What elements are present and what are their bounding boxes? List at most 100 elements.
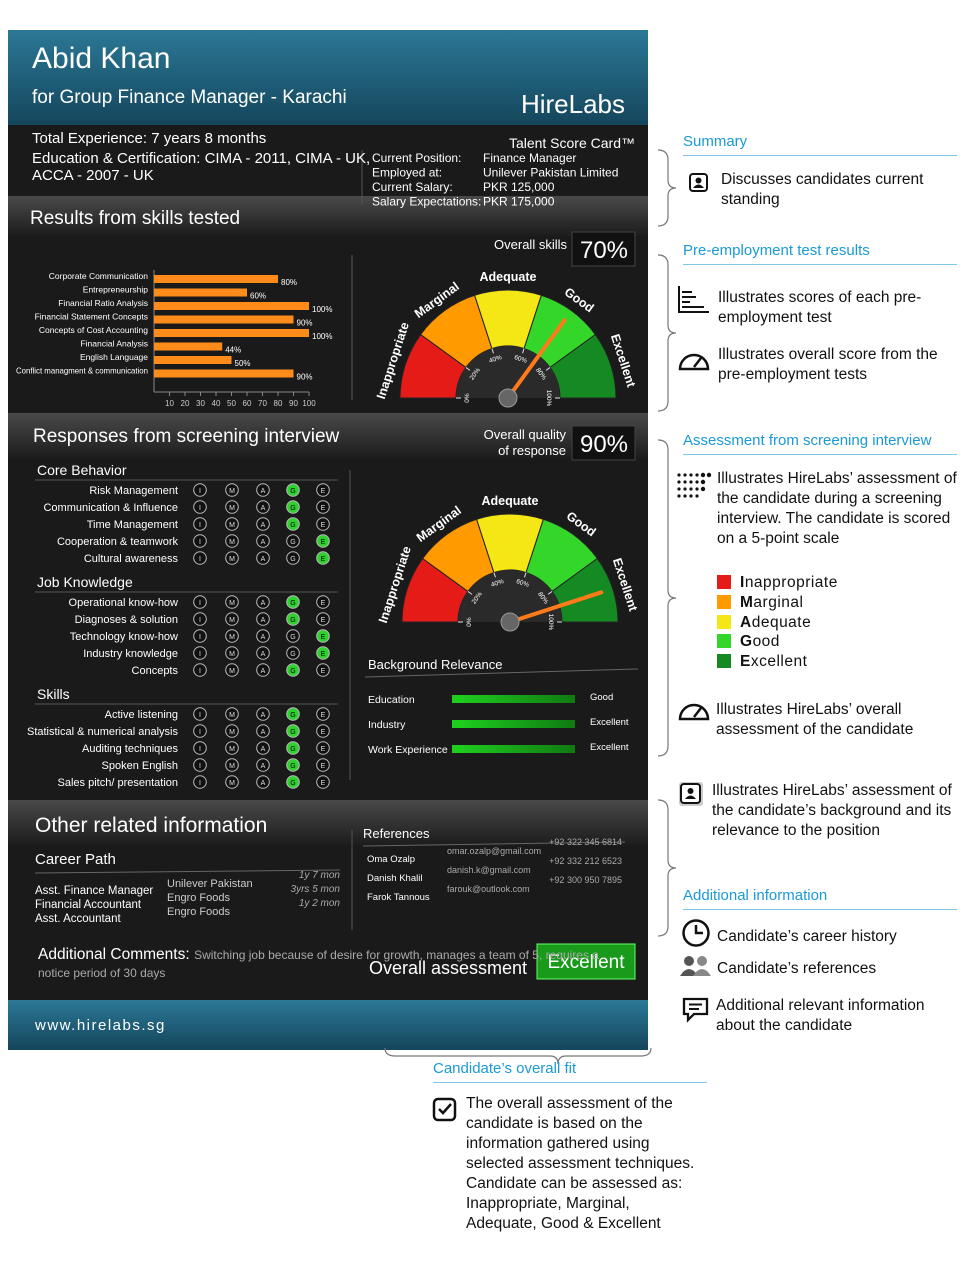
rating-option — [193, 500, 207, 514]
field-value: Unilever Pakistan Limited — [483, 166, 618, 180]
rating-letter: A — [261, 600, 266, 607]
annotation-text: Candidate’s career history — [717, 928, 897, 945]
rating-option — [225, 741, 239, 755]
reference-email: omar.ozalp@gmail.com — [447, 846, 541, 856]
category-label: Financial Analysis — [80, 339, 148, 349]
relevance-bar — [452, 745, 575, 753]
rating-letter: A — [261, 651, 266, 658]
legend-item: Excellent — [717, 653, 807, 671]
gauge-hub — [498, 388, 518, 408]
criterion-label: Time Management — [87, 519, 178, 531]
criterion-label: Sales pitch/ presentation — [58, 777, 178, 789]
x-tick-label: 10 — [165, 399, 174, 408]
section-title: Results from skills tested — [30, 208, 240, 229]
reference-phone: +92 300 950 7895 — [549, 875, 622, 885]
rating-option — [193, 612, 207, 626]
gauge-tick — [545, 367, 551, 371]
bar — [154, 302, 309, 310]
rule — [362, 841, 626, 847]
rating-letter: M — [229, 780, 235, 787]
rating-letter: G — [290, 763, 295, 770]
rating-option — [193, 758, 207, 772]
comments-label: Additional Comments: — [38, 946, 190, 963]
rating-letter: M — [229, 488, 235, 495]
rating-option — [225, 775, 239, 789]
annotation-heading: Pre-employment test results — [683, 242, 957, 265]
x-tick-label: 40 — [212, 399, 221, 408]
gauge-band-label: Adequate — [482, 494, 539, 508]
x-tick-label: 90 — [289, 399, 298, 408]
field-label: Current Salary: — [372, 180, 453, 194]
rating-selected — [286, 595, 300, 609]
rating-option — [193, 534, 207, 548]
rating-letter: G — [290, 539, 295, 546]
gauge-tick — [547, 591, 553, 595]
rating-option — [193, 595, 207, 609]
gauge-needle — [506, 318, 567, 400]
section-band — [8, 800, 648, 846]
career-duration: 1y 2 mon — [299, 898, 341, 909]
relevance-bar — [452, 720, 575, 728]
rating-letter: A — [261, 488, 266, 495]
rating-selected — [316, 551, 330, 565]
icon — [689, 173, 708, 192]
background-title: Background Relevance — [368, 657, 502, 672]
rating-option — [316, 663, 330, 677]
rating-option — [256, 629, 270, 643]
rating-letter: M — [229, 729, 235, 736]
rating-option — [256, 551, 270, 565]
legend-swatch — [717, 594, 731, 609]
rating-letter: M — [229, 556, 235, 563]
legend-swatch — [717, 575, 731, 589]
rating-selected — [286, 500, 300, 514]
relevance-rating: Excellent — [590, 742, 629, 753]
rating-letter: I — [199, 539, 201, 546]
rating-letter: M — [229, 763, 235, 770]
career-duration: 1y 7 mon — [299, 870, 341, 881]
experience: Total Experience: 7 years 8 months — [32, 130, 266, 147]
rating-option — [193, 517, 207, 531]
rating-letter: E — [321, 617, 326, 624]
rating-letter: G — [290, 780, 295, 787]
rating-letter: M — [229, 746, 235, 753]
rating-letter: E — [321, 712, 326, 719]
rating-option — [256, 517, 270, 531]
bar — [154, 275, 278, 283]
rating-selected — [316, 629, 330, 643]
gauge-tick-label: 40% — [488, 354, 503, 365]
rating-letter: G — [290, 729, 295, 736]
annotation-heading: Additional information — [683, 887, 957, 910]
header-band — [8, 30, 648, 125]
rating-option — [256, 758, 270, 772]
criterion-label: Cultural awareness — [84, 553, 179, 565]
annotation-heading: Summary — [683, 133, 957, 156]
annotation-text: Candidate’s references — [717, 960, 877, 977]
brand: HireLabs — [521, 89, 625, 119]
career-role: Asst. Finance Manager — [35, 885, 153, 897]
rating-option — [256, 646, 270, 660]
rating-option — [193, 646, 207, 660]
rating-letter: A — [261, 522, 266, 529]
rating-option — [316, 612, 330, 626]
rating-option — [286, 551, 300, 565]
overall-label: Overall skills — [494, 237, 567, 252]
gauge-tick-label: 40% — [490, 578, 505, 589]
rating-option — [316, 707, 330, 721]
value-label: 60% — [250, 292, 266, 301]
legend-swatch — [717, 634, 731, 649]
annotation-text: Illustrates HireLabs’ assessment of the … — [712, 782, 952, 839]
rating-letter: G — [290, 668, 295, 675]
rating-selected — [286, 483, 300, 497]
overall-assessment-box — [536, 943, 636, 980]
criterion-label: Operational know-how — [69, 597, 179, 609]
rating-letter: G — [290, 488, 295, 495]
legend-label: Inappropriate — [740, 574, 838, 591]
rating-letter: E — [321, 780, 326, 787]
gauge-tick — [522, 348, 525, 354]
overall-label: of response — [498, 443, 566, 458]
rating-option — [256, 534, 270, 548]
rating-option — [193, 483, 207, 497]
value-label: 100% — [312, 305, 332, 314]
career-role: Asst. Accountant — [35, 913, 121, 925]
rating-letter: M — [229, 712, 235, 719]
